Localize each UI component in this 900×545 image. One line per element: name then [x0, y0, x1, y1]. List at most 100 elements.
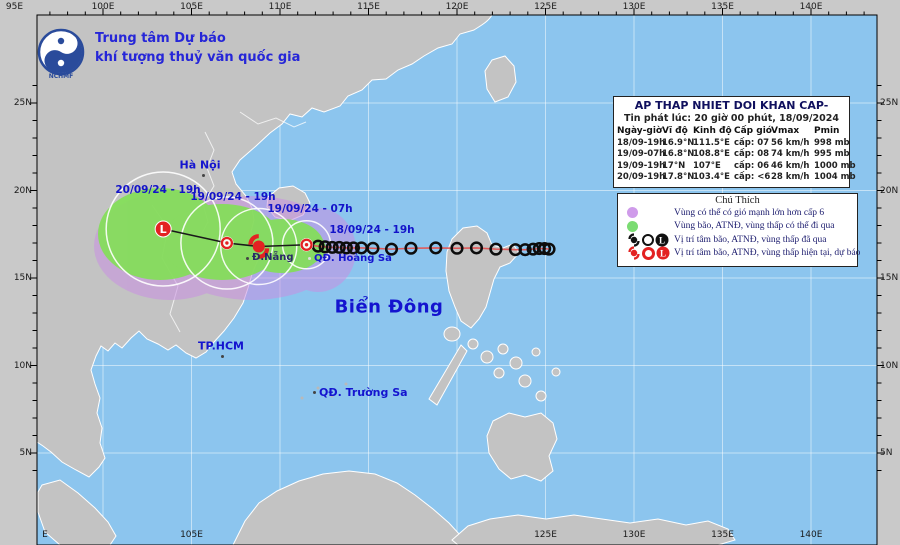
land-borneo	[232, 470, 467, 545]
axis-label-top: 95E	[5, 2, 24, 12]
axis-label-right: 20N	[880, 185, 899, 196]
axis-ticks	[30, 8, 884, 471]
axis-label-top: 100E	[91, 2, 115, 12]
legend-item: Vùng có thể có gió mạnh lớn hơn cấp 6	[622, 206, 853, 220]
land-islet	[467, 338, 479, 350]
axis-label-top: 125E	[534, 2, 557, 12]
low-pressure-marker: L	[154, 220, 172, 238]
current-typhoon-icon	[628, 246, 640, 260]
table-cell: 1004 mb	[814, 172, 856, 182]
axis-label-left: 20N	[13, 185, 32, 196]
axis-label-right: 10N	[880, 360, 899, 371]
table-cell: 17°N	[662, 160, 686, 171]
past-position-marker	[339, 241, 353, 255]
axis-label-top: 110E	[268, 2, 292, 12]
table-cell: cấp: <6	[734, 172, 771, 182]
table-cell: 103.4°E	[693, 172, 730, 182]
legend-panel: Chú Thích Vùng có thể có gió mạnh lớn hơ…	[617, 193, 860, 267]
table-cell: 107°E	[693, 160, 721, 171]
circle	[304, 243, 309, 247]
hanoi-label: Hà Nội	[179, 158, 221, 172]
circle	[220, 236, 234, 250]
table-header-cell: Ngày-giờ	[617, 126, 663, 136]
past-position-marker	[318, 240, 332, 254]
storm-center-marker	[299, 238, 314, 252]
legend-item: L Vị trí tâm bão, ATNĐ, vùng thấp đã qua	[622, 233, 853, 247]
legend-item: L Vị trí tâm bão, ATNĐ, vùng thấp hiện t…	[622, 246, 860, 261]
current-position-icon	[642, 246, 655, 260]
land-islet	[518, 374, 532, 388]
past-position-marker	[384, 242, 399, 256]
table-header-cell: Vĩ độ	[662, 126, 688, 136]
table-cell: 17.8°N	[662, 172, 695, 182]
axis-label-bottom: 140E	[799, 530, 823, 540]
agency-header: NCHMF Trung tâm Dự báo khí tượng thuỷ vă…	[36, 27, 300, 83]
past-position-marker	[325, 240, 339, 254]
land-islet	[531, 347, 541, 357]
green-area-swatch	[627, 220, 638, 232]
axis-label-left: 10N	[13, 360, 32, 371]
uncertainty-circle	[180, 196, 274, 290]
nchmf-logo: NCHMF	[37, 28, 85, 80]
legend-item-label: Vị trí tâm bão, ATNĐ, vùng thấp đã qua	[674, 234, 827, 245]
axis-label-bottom: E	[42, 530, 48, 540]
hanoi-dot	[201, 173, 205, 177]
agency-name: Trung tâm Dự báo khí tượng thuỷ văn quốc…	[95, 27, 300, 68]
table-cell: 74 km/h	[771, 149, 810, 159]
past-position-marker	[346, 241, 361, 255]
axis-label-top: 140E	[799, 2, 823, 12]
land-mindanao	[486, 412, 558, 482]
legend-item: Vùng bão, ATNĐ, vùng thấp có thể đi qua	[622, 220, 853, 234]
table-cell: 16.9°N	[662, 137, 695, 148]
bulletin-title: AP THAP NHIET DOI KHAN CAP-	[634, 99, 829, 112]
past-position-marker	[469, 241, 484, 255]
past-position-marker	[489, 242, 503, 256]
land-islet	[509, 356, 523, 370]
past-position-marker	[518, 243, 532, 257]
agency-line2: khí tượng thuỷ văn quốc gia	[95, 49, 301, 65]
legend-item-label: Vị trí tâm bão, ATNĐ, vùng thấp hiện tại…	[674, 248, 861, 259]
tphcm-label: TP.HCM	[198, 339, 244, 353]
axis-label-top: 115E	[357, 2, 380, 12]
land-islet	[493, 367, 505, 379]
table-cell: cấp: 08	[734, 149, 770, 159]
land-sulawesi	[451, 514, 736, 545]
table-cell: 18/09-19h	[617, 137, 666, 148]
table-cell: 16.8°N	[662, 149, 695, 159]
axis-label-left: 25N	[13, 98, 32, 108]
table-cell: 108.8°E	[693, 149, 730, 159]
land-palawan	[428, 344, 468, 406]
table-cell: 28 km/h	[771, 172, 810, 182]
axis-label-bottom: 135E	[711, 530, 734, 540]
purple-area-swatch	[627, 207, 638, 219]
axis-label-top: 105E	[180, 2, 203, 12]
land-taiwan	[484, 55, 517, 103]
circle	[225, 241, 229, 245]
agency-line1: Trung tâm Dự báo	[95, 31, 226, 46]
bulletin-panel: AP THAP NHIET DOI KHAN CAP- Tin phát lúc…	[613, 96, 856, 188]
table-header-cell: Kinh độ	[693, 126, 732, 136]
bulletin-issued-time: Tin phát lúc: 20 giờ 00 phút, 18/09/2024	[624, 113, 839, 124]
legend-item-label: Vùng có thể có gió mạnh lớn hơn cấp 6	[674, 207, 825, 218]
svg-text:L: L	[660, 249, 666, 259]
truongsa-label: QĐ. Trường Sa	[319, 386, 408, 399]
past-position-marker	[450, 241, 464, 255]
table-header-cell: Vmax	[771, 126, 800, 136]
land-mindoro	[443, 326, 461, 342]
axis-label-left: 15N	[13, 273, 32, 283]
tphcm-dot	[220, 354, 224, 358]
storm-track: L	[105, 171, 556, 290]
past-position-icon	[642, 233, 654, 246]
danang-label: Đ.Nẵng	[252, 252, 294, 263]
svg-text:L: L	[659, 235, 665, 245]
table-cell: 20/09-19h	[617, 172, 666, 182]
table-cell: 998 mb	[814, 137, 850, 148]
table-cell: cấp: 06	[734, 160, 770, 171]
land-sumatra	[37, 479, 117, 545]
track-time-label: 19/09/24 - 19h	[190, 191, 276, 203]
past-typhoon-icon	[628, 233, 640, 247]
table-header-cell: Cấp gió	[734, 126, 772, 136]
axis-label-right: 25N	[880, 98, 899, 108]
forecast-track-line	[163, 228, 307, 248]
